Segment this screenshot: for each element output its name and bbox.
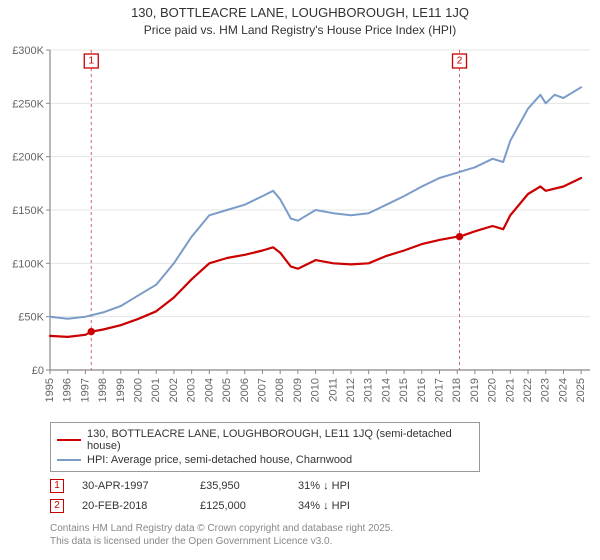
svg-text:1998: 1998: [97, 378, 109, 402]
svg-text:2003: 2003: [186, 378, 198, 402]
svg-text:1: 1: [88, 55, 94, 66]
svg-text:2005: 2005: [221, 378, 233, 402]
svg-text:2012: 2012: [345, 378, 357, 402]
legend-swatch: [57, 459, 81, 461]
sale-marker-icon: 2: [50, 499, 64, 513]
chart-area: £0 £50K £100K £150K £200K £250K £300K 1995 1996 1…: [0, 40, 600, 416]
svg-text:£250K: £250K: [12, 98, 44, 110]
svg-text:2002: 2002: [168, 378, 180, 402]
svg-text:2001: 2001: [150, 378, 162, 402]
svg-text:2018: 2018: [451, 378, 463, 402]
svg-text:2: 2: [457, 55, 463, 66]
svg-text:1997: 1997: [79, 378, 91, 402]
svg-text:1995: 1995: [44, 378, 56, 402]
sale-date: 20-FEB-2018: [82, 500, 182, 512]
svg-text:2017: 2017: [434, 378, 446, 402]
svg-text:2010: 2010: [310, 378, 322, 402]
line-chart-svg: £0 £50K £100K £150K £200K £250K £300K 1995 1996 1…: [0, 40, 600, 416]
sale-diff: 34% ↓ HPI: [298, 500, 350, 512]
sale-marker-icon: 1: [50, 479, 64, 493]
attribution-line2: This data is licensed under the Open Gov…: [50, 535, 588, 549]
legend-label: HPI: Average price, semi-detached house,…: [87, 454, 352, 466]
sale-price: £35,950: [200, 480, 280, 492]
svg-text:£300K: £300K: [12, 45, 44, 57]
svg-text:2014: 2014: [380, 378, 392, 402]
svg-text:2013: 2013: [363, 378, 375, 402]
attribution-line1: Contains HM Land Registry data © Crown c…: [50, 522, 588, 536]
legend: 130, BOTTLEACRE LANE, LOUGHBOROUGH, LE11…: [50, 422, 480, 472]
svg-text:2009: 2009: [292, 378, 304, 402]
legend-swatch: [57, 439, 81, 441]
svg-text:£50K: £50K: [18, 311, 44, 323]
svg-text:2006: 2006: [239, 378, 251, 402]
sale-row: 1 30-APR-1997 £35,950 31% ↓ HPI: [50, 476, 588, 496]
svg-text:2008: 2008: [274, 378, 286, 402]
svg-text:2025: 2025: [575, 378, 587, 402]
svg-text:2020: 2020: [487, 378, 499, 402]
legend-item: HPI: Average price, semi-detached house,…: [57, 453, 473, 467]
svg-text:2011: 2011: [327, 378, 339, 402]
svg-text:2016: 2016: [416, 378, 428, 402]
svg-text:2015: 2015: [398, 378, 410, 402]
svg-text:2007: 2007: [256, 378, 268, 402]
legend-label: 130, BOTTLEACRE LANE, LOUGHBOROUGH, LE11…: [87, 428, 473, 452]
sale-date: 30-APR-1997: [82, 480, 182, 492]
attribution: Contains HM Land Registry data © Crown c…: [50, 522, 588, 549]
sales-list: 1 30-APR-1997 £35,950 31% ↓ HPI 2 20-FEB-2018…: [50, 476, 588, 516]
svg-text:£100K: £100K: [12, 258, 44, 270]
svg-text:1999: 1999: [115, 378, 127, 402]
svg-text:2023: 2023: [540, 378, 552, 402]
svg-text:2004: 2004: [203, 378, 215, 402]
svg-text:2000: 2000: [133, 378, 145, 402]
sale-diff: 31% ↓ HPI: [298, 480, 350, 492]
svg-text:2021: 2021: [504, 378, 516, 402]
svg-text:£0: £0: [32, 365, 44, 377]
legend-item: 130, BOTTLEACRE LANE, LOUGHBOROUGH, LE11…: [57, 427, 473, 453]
sale-price: £125,000: [200, 500, 280, 512]
svg-text:£150K: £150K: [12, 205, 44, 217]
svg-text:2019: 2019: [469, 378, 481, 402]
sale-row: 2 20-FEB-2018 £125,000 34% ↓ HPI: [50, 496, 588, 516]
svg-text:2022: 2022: [522, 378, 534, 402]
chart-title-line1: 130, BOTTLEACRE LANE, LOUGHBOROUGH, LE11…: [0, 0, 600, 22]
svg-text:1996: 1996: [62, 378, 74, 402]
chart-title-line2: Price paid vs. HM Land Registry's House …: [0, 22, 600, 40]
svg-text:£200K: £200K: [12, 151, 44, 163]
svg-text:2024: 2024: [557, 378, 569, 402]
